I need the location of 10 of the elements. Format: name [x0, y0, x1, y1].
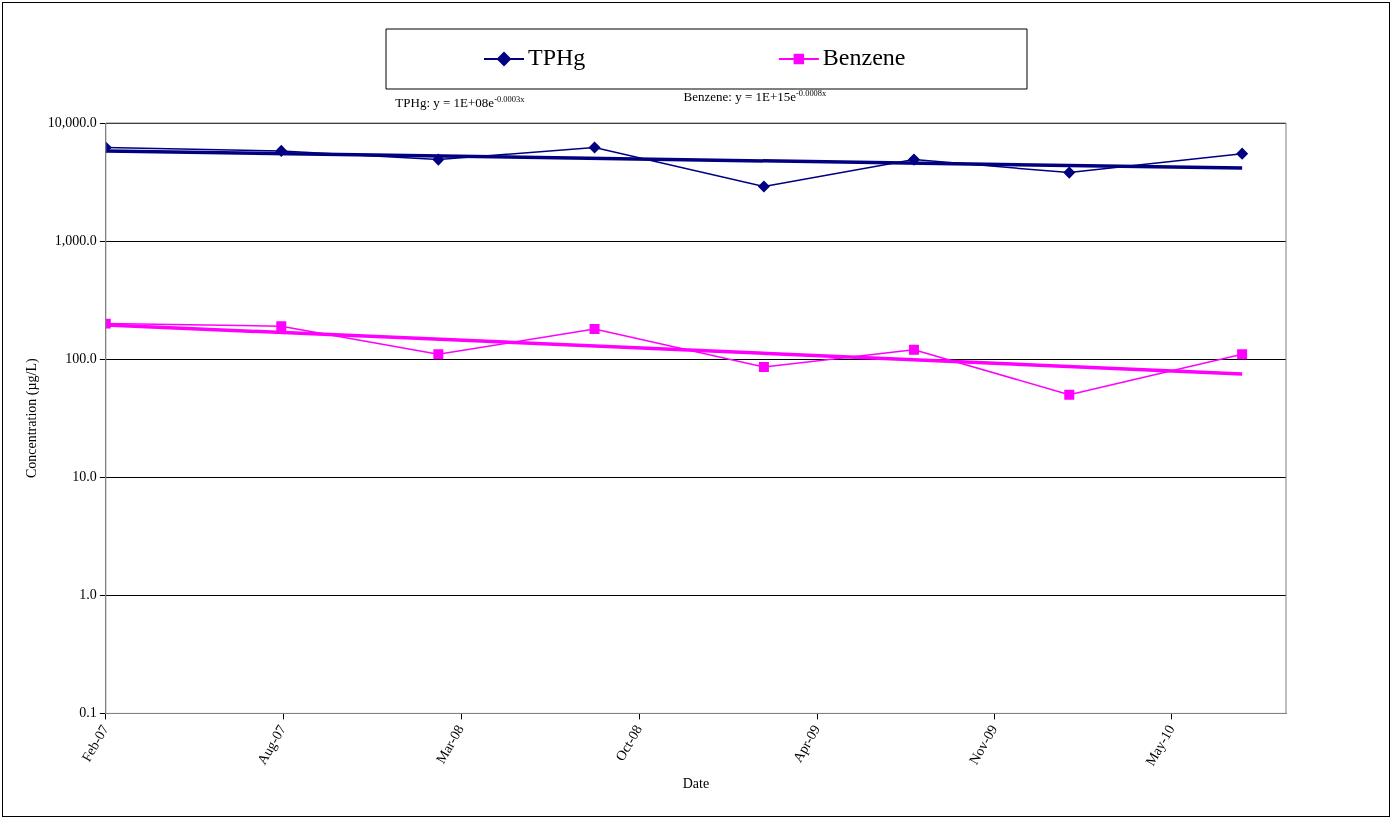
y-axis-title: Concentration (µg/L) [24, 358, 41, 479]
legend-label: TPHg [528, 44, 586, 71]
y-tick-label: 0.1 [79, 705, 97, 721]
y-tick-label: 100.0 [65, 350, 97, 366]
y-tick-label: 1.0 [79, 587, 97, 602]
x-axis-title: Date [682, 776, 710, 792]
y-tick-label: 1,000.0 [54, 232, 97, 248]
y-tick-label: 10,000.0 [47, 114, 97, 130]
legend-label: Benzene [822, 44, 906, 71]
y-tick-label: 10.0 [72, 468, 97, 484]
